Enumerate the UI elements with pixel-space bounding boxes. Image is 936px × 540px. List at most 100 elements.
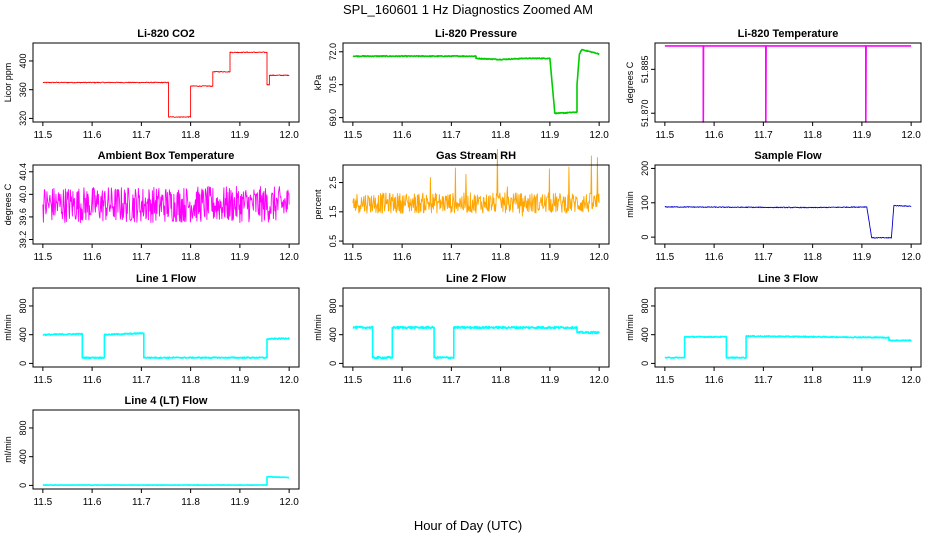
y-axis-label: Licor ppm bbox=[3, 63, 13, 103]
x-tick-label: 11.8 bbox=[181, 252, 200, 263]
x-tick-label: 11.8 bbox=[803, 375, 822, 386]
plot-frame bbox=[342, 287, 610, 368]
panel-2: Li-820 Pressure kPa 11.5 11.6 11.7 11.8 11.9 12… bbox=[313, 28, 610, 141]
y-axis-label: kPa bbox=[313, 75, 323, 91]
panel-9: Line 3 Flow ml/min 11.5 11.6 11.7 11.8 11.9 12.… bbox=[625, 273, 922, 386]
y-axis-label: degrees C bbox=[625, 61, 635, 103]
y-tick-label: 40.4 bbox=[18, 163, 28, 181]
y-tick-label: 69.0 bbox=[328, 109, 338, 127]
x-tick-label: 11.7 bbox=[132, 252, 151, 263]
x-tick-label: 11.9 bbox=[231, 130, 250, 141]
y-tick-label: 51.885 bbox=[640, 56, 650, 84]
y-tick-label: 40.0 bbox=[18, 186, 28, 204]
panel-title: Ambient Box Temperature bbox=[98, 150, 235, 162]
y-axis-label: percent bbox=[313, 189, 323, 220]
figure-x-label: Hour of Day (UTC) bbox=[413, 518, 523, 533]
x-tick-label: 12.0 bbox=[901, 130, 921, 141]
x-tick-label: 11.7 bbox=[754, 375, 773, 386]
panel-title: Line 4 (LT) Flow bbox=[125, 395, 208, 407]
y-tick-label: 0 bbox=[328, 361, 338, 366]
x-tick-label: 11.5 bbox=[655, 252, 674, 263]
x-tick-label: 11.7 bbox=[132, 375, 151, 386]
plot-frame bbox=[342, 42, 610, 123]
x-tick-label: 11.5 bbox=[33, 497, 52, 508]
x-tick-label: 12.0 bbox=[279, 252, 299, 263]
x-tick-label: 11.7 bbox=[754, 252, 773, 263]
x-tick-label: 12.0 bbox=[279, 375, 299, 386]
x-tick-label: 11.9 bbox=[231, 252, 250, 263]
x-tick-label: 11.5 bbox=[33, 130, 52, 141]
x-tick-label: 11.7 bbox=[442, 130, 461, 141]
panel-5: Gas Stream RH percent 11.5 11.6 11.7 11.8 11.9… bbox=[313, 148, 610, 263]
x-tick-label: 11.8 bbox=[491, 130, 510, 141]
x-tick-label: 11.9 bbox=[853, 252, 872, 263]
panel-title: Li-820 CO2 bbox=[137, 28, 194, 40]
x-tick-label: 11.6 bbox=[83, 130, 102, 141]
x-tick-label: 11.6 bbox=[83, 375, 102, 386]
y-tick-label: 400 bbox=[640, 327, 650, 342]
series-line bbox=[42, 51, 290, 118]
plot-frame bbox=[32, 42, 300, 123]
x-tick-label: 11.7 bbox=[442, 375, 461, 386]
y-tick-label: 70.5 bbox=[328, 76, 338, 94]
panel-3: Li-820 Temperature degrees C 11.5 11.6 11.7 1… bbox=[625, 28, 922, 141]
x-tick-label: 12.0 bbox=[279, 130, 299, 141]
panel-title: Line 2 Flow bbox=[446, 273, 506, 285]
panel-4: Ambient Box Temperature degrees C 11.5 11.6… bbox=[3, 150, 300, 263]
y-tick-label: 0 bbox=[18, 361, 28, 366]
panel-1: Li-820 CO2 Licor ppm 11.5 11.6 11.7 11.8 11.9 1… bbox=[3, 28, 300, 141]
y-axis-label: ml/min bbox=[625, 314, 635, 341]
y-tick-label: 320 bbox=[18, 111, 28, 126]
y-tick-label: 100 bbox=[640, 195, 650, 210]
x-tick-label: 11.6 bbox=[393, 375, 412, 386]
x-tick-label: 11.8 bbox=[181, 130, 200, 141]
x-tick-label: 11.5 bbox=[655, 130, 674, 141]
y-tick-label: 0.5 bbox=[328, 235, 338, 248]
series-line bbox=[352, 325, 600, 360]
plot-frame bbox=[32, 287, 300, 368]
x-tick-label: 11.5 bbox=[33, 375, 52, 386]
x-tick-label: 11.7 bbox=[442, 252, 461, 263]
x-tick-label: 11.8 bbox=[181, 375, 200, 386]
plot-frame bbox=[654, 42, 922, 123]
y-axis-label: ml/min bbox=[625, 191, 635, 218]
y-tick-label: 400 bbox=[328, 327, 338, 342]
y-tick-label: 400 bbox=[18, 327, 28, 342]
plot-frame bbox=[654, 164, 922, 245]
x-tick-label: 11.7 bbox=[754, 130, 773, 141]
x-tick-label: 11.6 bbox=[705, 130, 724, 141]
figure-title: SPL_160601 1 Hz Diagnostics Zoomed AM bbox=[342, 2, 594, 17]
x-tick-label: 12.0 bbox=[901, 375, 921, 386]
plot-frame bbox=[32, 164, 300, 245]
y-tick-label: 400 bbox=[18, 53, 28, 68]
panel-6: Sample Flow ml/min 11.5 11.6 11.7 11.8 11.9 12.… bbox=[625, 150, 922, 263]
y-tick-label: 39.2 bbox=[18, 231, 28, 249]
x-tick-label: 11.6 bbox=[83, 497, 102, 508]
panel-10: Line 4 (LT) Flow ml/min 11.5 11.6 11.7 11.8 11… bbox=[3, 395, 300, 508]
series-line bbox=[42, 186, 290, 223]
x-tick-label: 12.0 bbox=[589, 375, 609, 386]
series-line bbox=[352, 148, 600, 217]
y-tick-label: 800 bbox=[18, 420, 28, 435]
x-tick-label: 12.0 bbox=[279, 497, 299, 508]
y-tick-label: 72.0 bbox=[328, 43, 338, 61]
x-tick-label: 11.6 bbox=[393, 130, 412, 141]
x-tick-label: 11.7 bbox=[132, 130, 151, 141]
x-tick-label: 11.9 bbox=[541, 130, 560, 141]
plot-frame bbox=[654, 287, 922, 368]
panel-title: Gas Stream RH bbox=[436, 150, 516, 162]
x-tick-label: 11.5 bbox=[655, 375, 674, 386]
y-tick-label: 0 bbox=[18, 483, 28, 488]
series-line bbox=[42, 332, 290, 359]
y-axis-label: ml/min bbox=[3, 314, 13, 341]
panel-title: Sample Flow bbox=[754, 150, 822, 162]
panel-8: Line 2 Flow ml/min 11.5 11.6 11.7 11.8 11.9 12.… bbox=[313, 273, 610, 386]
panel-title: Li-820 Temperature bbox=[738, 28, 839, 40]
x-tick-label: 11.8 bbox=[181, 497, 200, 508]
x-tick-label: 11.6 bbox=[705, 252, 724, 263]
plot-frame bbox=[32, 409, 300, 490]
x-tick-label: 11.6 bbox=[83, 252, 102, 263]
y-tick-label: 200 bbox=[640, 161, 650, 176]
plot-frame bbox=[342, 164, 610, 245]
